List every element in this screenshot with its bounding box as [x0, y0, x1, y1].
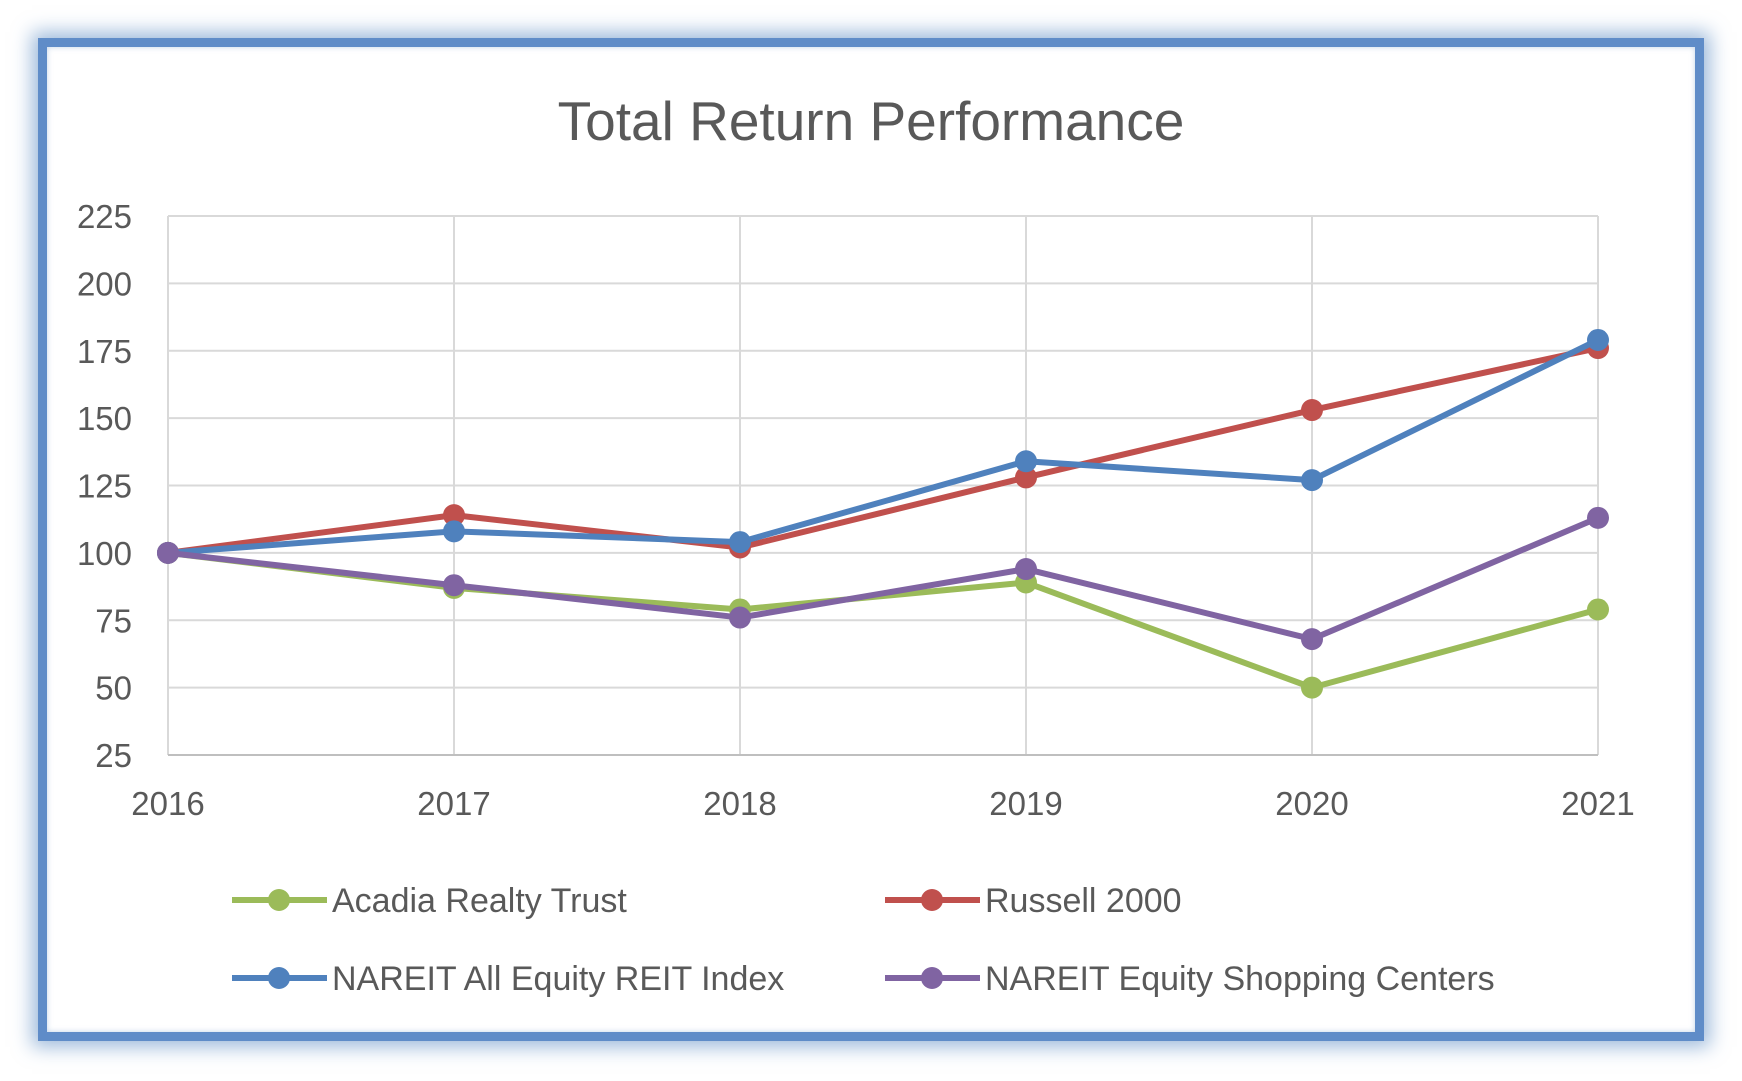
- data-point: [1301, 628, 1323, 651]
- y-tick-label: 100: [77, 535, 132, 572]
- x-tick-label: 2021: [1561, 785, 1634, 822]
- data-point: [1587, 598, 1609, 621]
- chart-title: Total Return Performance: [558, 90, 1185, 152]
- y-tick-label: 125: [77, 468, 132, 505]
- y-tick-label: 225: [77, 198, 132, 235]
- series-3: [157, 506, 1609, 651]
- data-point: [443, 504, 465, 527]
- legend-marker: [921, 967, 943, 989]
- y-tick-label: 200: [77, 265, 132, 302]
- series-line: [165, 345, 1601, 556]
- legend: Acadia Realty Trust Russell 2000 NAREIT Al…: [232, 882, 1495, 998]
- legend-label: NAREIT All Equity REIT Index: [332, 960, 784, 998]
- grid-lines: [167, 215, 1599, 756]
- series-line: [165, 336, 1601, 556]
- series-2: [157, 328, 1609, 564]
- data-point: [443, 574, 465, 597]
- y-tick-label: 75: [95, 602, 132, 639]
- y-tick-label: 150: [77, 400, 132, 437]
- y-tick-label: 175: [77, 333, 132, 370]
- series-1: [157, 337, 1609, 564]
- legend-marker: [268, 967, 290, 989]
- legend-item: NAREIT All Equity REIT Index: [232, 960, 784, 998]
- legend-label: NAREIT Equity Shopping Centers: [985, 960, 1495, 998]
- x-tick-label: 2017: [417, 785, 490, 822]
- data-point: [1301, 469, 1323, 492]
- data-point: [157, 541, 179, 564]
- y-tick-label: 50: [95, 670, 132, 707]
- data-point: [1587, 506, 1609, 529]
- x-tick-label: 2020: [1275, 785, 1348, 822]
- data-point: [1301, 399, 1323, 422]
- data-point: [729, 531, 751, 554]
- x-tick-label: 2018: [703, 785, 776, 822]
- data-point: [443, 520, 465, 543]
- series-line: [165, 514, 1601, 643]
- data-point: [1015, 466, 1037, 489]
- data-point: [1015, 450, 1037, 473]
- legend-item: Russell 2000: [885, 882, 1182, 920]
- legend-marker: [268, 889, 290, 911]
- data-point: [1015, 558, 1037, 581]
- data-point: [1587, 328, 1609, 351]
- data-point: [729, 606, 751, 629]
- legend-item: NAREIT Equity Shopping Centers: [885, 960, 1495, 998]
- legend-label: Acadia Realty Trust: [332, 882, 627, 920]
- x-tick-label: 2016: [131, 785, 204, 822]
- legend-label: Russell 2000: [985, 882, 1182, 920]
- x-tick-label: 2019: [989, 785, 1062, 822]
- series-lines: [157, 328, 1609, 699]
- data-point: [1301, 676, 1323, 699]
- y-tick-label: 25: [95, 737, 132, 774]
- x-axis-ticks: 2016 2017 2018 2019 2020 2021: [131, 785, 1634, 822]
- legend-item: Acadia Realty Trust: [232, 882, 627, 920]
- legend-marker: [921, 889, 943, 911]
- y-axis-ticks: 25 50 75 100 125 150 175 200 225: [77, 198, 132, 774]
